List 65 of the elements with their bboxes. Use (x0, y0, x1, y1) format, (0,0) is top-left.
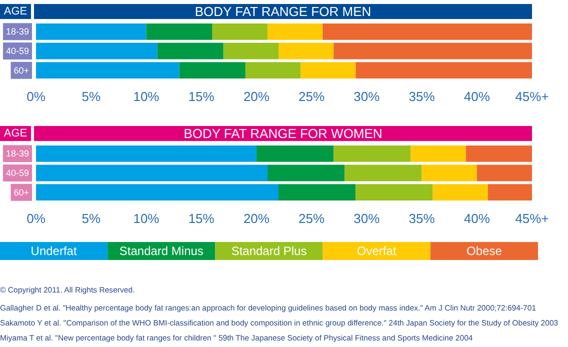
bar (422, 164, 477, 182)
bar (432, 184, 488, 201)
bar (36, 164, 268, 182)
chart-title: BODY FAT RANGE FOR MEN (194, 4, 372, 19)
y-tick-label: 18-39 (6, 26, 30, 37)
bar (36, 23, 146, 40)
text: Overfat (356, 244, 397, 258)
y-axis-title: AGE (4, 6, 28, 18)
bar (334, 42, 532, 60)
bar (344, 164, 422, 182)
x-tick-label: 35% (408, 89, 436, 104)
x-tick-label: 20% (243, 211, 270, 226)
x-tick-label: 15% (188, 89, 215, 104)
bar (488, 184, 532, 201)
y-tick-label: 40-59 (6, 46, 30, 56)
bar (36, 62, 180, 79)
bar (300, 62, 356, 79)
bar (267, 164, 345, 182)
x-tick-label: 40% (464, 211, 490, 226)
x-tick-label: 5% (82, 211, 101, 226)
bar (410, 145, 466, 162)
x-tick-label: 35% (408, 211, 436, 226)
text: Standard Minus (119, 244, 204, 258)
x-tick-label: 20% (243, 89, 270, 104)
x-tick-label: 5% (82, 89, 101, 104)
bar (157, 42, 224, 60)
x-tick-label: 45%+ (515, 211, 549, 226)
bar (245, 62, 301, 79)
bar (36, 42, 158, 60)
bar (334, 145, 411, 162)
x-tick-label: 15% (188, 211, 215, 226)
bar (466, 145, 532, 162)
bar (356, 62, 532, 79)
bar (278, 184, 356, 201)
x-tick-label: 45%+ (515, 89, 549, 104)
y-axis-title: AGE (4, 128, 28, 140)
bar (212, 23, 268, 40)
y-tick-label: 18-39 (6, 148, 30, 159)
x-tick-label: 10% (133, 89, 160, 104)
bar (278, 42, 334, 60)
x-tick-label: 10% (133, 211, 160, 226)
x-tick-label: 30% (354, 211, 380, 226)
x-tick-label: 0% (26, 211, 46, 226)
y-tick-label: 60+ (14, 65, 30, 76)
y-tick-label: 40-59 (6, 168, 30, 178)
text: Underfat (30, 244, 78, 258)
text: Obese (466, 244, 502, 258)
x-tick-label: 25% (298, 211, 326, 226)
bar (267, 23, 323, 40)
y-tick-label: 60+ (14, 187, 30, 198)
bar (179, 62, 246, 79)
bar (322, 23, 532, 40)
bar (146, 23, 212, 40)
bar (256, 145, 334, 162)
bar (223, 42, 278, 60)
x-tick-label: 30% (354, 89, 380, 104)
bar (476, 164, 532, 182)
x-tick-label: 0% (26, 89, 46, 104)
x-tick-label: 40% (464, 89, 490, 104)
bar (36, 145, 256, 162)
bar (36, 184, 278, 201)
bar (356, 184, 433, 201)
chart-title: BODY FAT RANGE FOR WOMEN (184, 126, 382, 141)
text: Standard Plus (231, 244, 307, 258)
x-tick-label: 25% (298, 89, 326, 104)
